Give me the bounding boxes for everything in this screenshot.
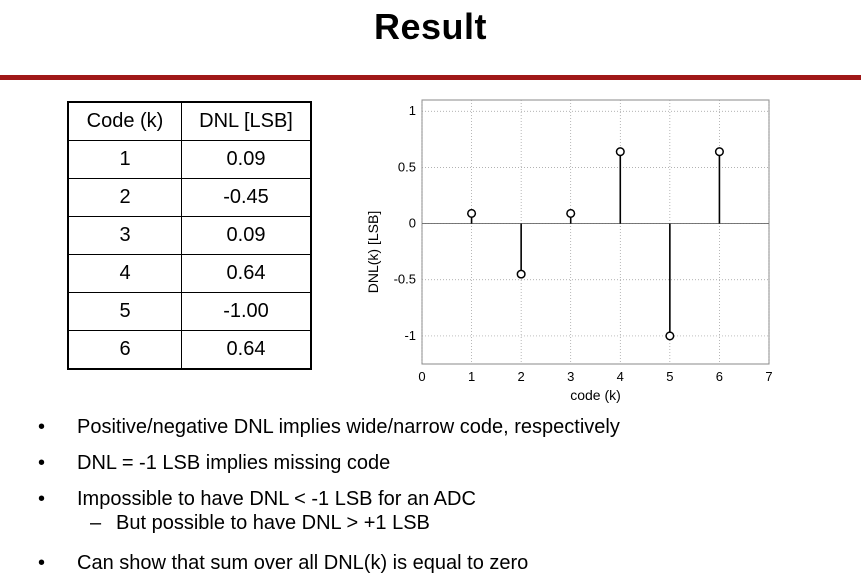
x-tick-label: 7 — [765, 369, 772, 384]
table-row: 4 0.64 — [67, 254, 312, 293]
stem-marker — [467, 208, 477, 219]
cell-dnl: -1.00 — [181, 292, 312, 331]
table-row: 3 0.09 — [67, 216, 312, 255]
x-tick-label: 4 — [617, 369, 624, 384]
cell-dnl: 0.64 — [181, 254, 312, 293]
page-title: Result — [373, 6, 488, 47]
y-tick-label: -0.5 — [394, 272, 416, 287]
bullet-text: Positive/negative DNL implies wide/narro… — [77, 416, 620, 438]
plot-frame — [421, 99, 770, 365]
stem-marker — [516, 269, 526, 279]
stem-marker — [566, 208, 576, 219]
cell-dnl: -0.45 — [181, 178, 312, 217]
sub-bullet-item: – But possible to have DNL > +1 LSB — [38, 512, 838, 550]
stem-marker — [615, 147, 625, 157]
bullet-text: Can show that sum over all DNL(k) is equ… — [77, 552, 529, 574]
y-tick-label: 1 — [409, 103, 416, 118]
table-row: 2 -0.45 — [67, 178, 312, 217]
cell-code: 3 — [67, 216, 182, 255]
y-axis-label: DNL(k) [LSB] — [365, 211, 381, 293]
title-divider — [0, 75, 861, 80]
stem-marker — [665, 331, 675, 341]
y-tick-label: 0 — [409, 216, 416, 231]
bullet-text: DNL = -1 LSB implies missing code — [77, 452, 391, 474]
cell-code: 2 — [67, 178, 182, 217]
dash-glyph: – — [90, 512, 102, 534]
table-row: 6 0.64 — [67, 330, 312, 370]
sub-bullet-text: But possible to have DNL > +1 LSB — [116, 512, 430, 534]
table-row: 1 0.09 — [67, 140, 312, 179]
bullet-item: • DNL = -1 LSB implies missing code — [38, 450, 838, 486]
x-tick-label: 6 — [716, 369, 723, 384]
bullet-glyph: • — [38, 452, 46, 474]
bullet-text: Impossible to have DNL < -1 LSB for an A… — [77, 488, 476, 510]
x-tick-label: 1 — [468, 369, 475, 384]
header-dnl: DNL [LSB] — [181, 101, 312, 141]
x-axis-label: code (k) — [570, 387, 621, 403]
x-tick-label: 3 — [567, 369, 574, 384]
cell-dnl: 0.64 — [181, 330, 312, 370]
y-tick-label: -1 — [404, 328, 416, 343]
cell-code: 5 — [67, 292, 182, 331]
header-code: Code (k) — [67, 101, 182, 141]
dnl-table: Code (k) DNL [LSB] 1 0.09 2 -0.45 3 0.09… — [67, 101, 312, 370]
y-tick-label: 0.5 — [398, 159, 416, 174]
cell-dnl: 0.09 — [181, 216, 312, 255]
x-tick-label: 0 — [418, 369, 425, 384]
stem-marker — [714, 147, 724, 157]
bullet-glyph: • — [38, 552, 46, 574]
dnl-stem-chart: 0 1 2 3 4 5 6 7 1 0.5 0 -0.5 -1 code (k) DNL(k) [LSB] — [365, 99, 773, 403]
cell-dnl: 0.09 — [181, 140, 312, 179]
cell-code: 4 — [67, 254, 182, 293]
x-tick-label: 5 — [666, 369, 673, 384]
bullet-glyph: • — [38, 416, 46, 438]
bullet-item: • Can show that sum over all DNL(k) is e… — [38, 550, 838, 586]
cell-code: 6 — [67, 330, 182, 370]
bullet-item: • Impossible to have DNL < -1 LSB for an… — [38, 486, 838, 512]
bullet-item: • Positive/negative DNL implies wide/nar… — [38, 414, 838, 450]
table-row: 5 -1.00 — [67, 292, 312, 331]
table-header-row: Code (k) DNL [LSB] — [67, 101, 312, 141]
bullet-glyph: • — [38, 488, 46, 510]
x-tick-label: 2 — [518, 369, 525, 384]
cell-code: 1 — [67, 140, 182, 179]
bullet-list: • Positive/negative DNL implies wide/nar… — [38, 414, 838, 586]
